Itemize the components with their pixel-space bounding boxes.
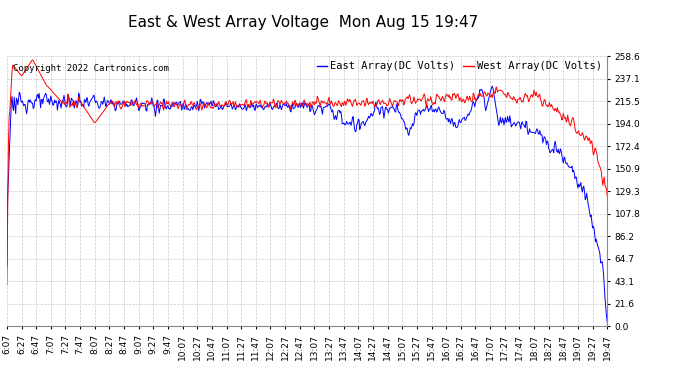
West Array(DC Volts): [603, 194, 611, 198]
East Array(DC Volts): [372, 100, 380, 104]
Legend: East Array(DC Volts), West Array(DC Volts): East Array(DC Volts), West Array(DC Volt…: [317, 62, 602, 72]
Line: East Array(DC Volts): East Array(DC Volts): [7, 86, 607, 322]
East Array(DC Volts): [488, 84, 496, 88]
West Array(DC Volts): [28, 58, 37, 62]
West Array(DC Volts): [491, 90, 499, 95]
Text: East & West Array Voltage  Mon Aug 15 19:47: East & West Array Voltage Mon Aug 15 19:…: [128, 15, 479, 30]
East Array(DC Volts): [491, 96, 499, 100]
East Array(DC Volts): [3, 264, 11, 268]
West Array(DC Volts): [275, 99, 283, 103]
Line: West Array(DC Volts): West Array(DC Volts): [7, 60, 607, 285]
West Array(DC Volts): [373, 103, 381, 108]
Text: Copyright 2022 Cartronics.com: Copyright 2022 Cartronics.com: [13, 64, 169, 74]
East Array(DC Volts): [231, 107, 239, 112]
West Array(DC Volts): [3, 282, 11, 287]
West Array(DC Volts): [232, 102, 240, 106]
West Array(DC Volts): [574, 129, 582, 134]
West Array(DC Volts): [431, 102, 440, 106]
East Array(DC Volts): [274, 105, 282, 110]
East Array(DC Volts): [603, 320, 611, 324]
East Array(DC Volts): [431, 110, 439, 114]
East Array(DC Volts): [574, 186, 582, 190]
